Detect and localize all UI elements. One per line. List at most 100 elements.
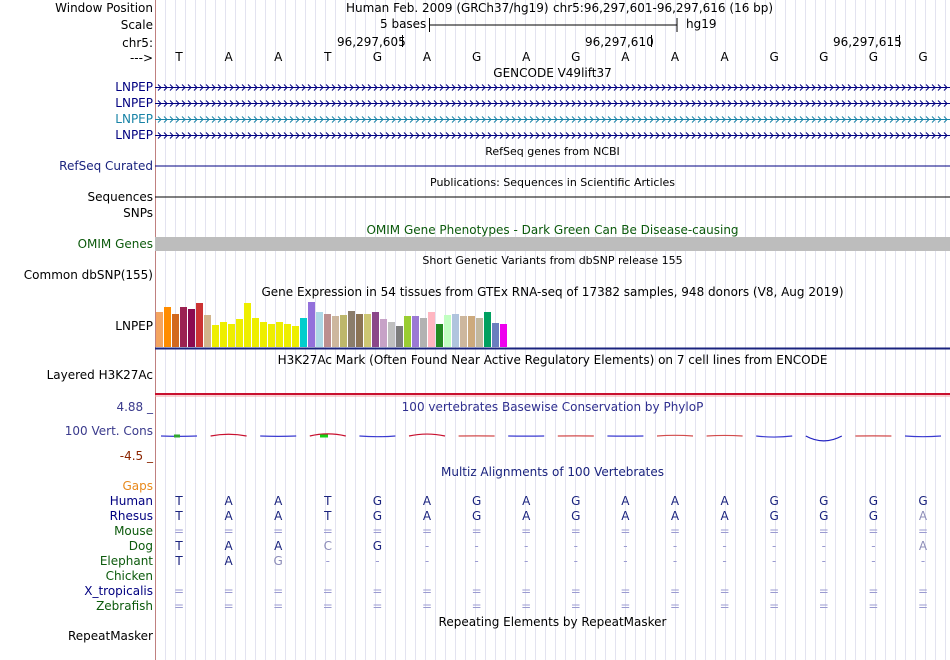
multiz-title[interactable]: Multiz Alignments of 100 Vertebrates [440, 465, 665, 479]
alignment-base: = [471, 599, 482, 613]
refseq-label[interactable]: RefSeq Curated [59, 159, 153, 173]
gtex-tissue-bar [260, 322, 267, 347]
alignment-base: = [372, 599, 383, 613]
alignment-base: G [868, 494, 879, 508]
gtex-tissue-bar [228, 324, 235, 347]
alignment-base: A [274, 494, 283, 508]
species-label[interactable]: X_tropicalis [84, 584, 153, 598]
gtex-tissue-bar [444, 315, 451, 347]
conservation-mark [805, 435, 843, 442]
ref-base: G [372, 50, 383, 64]
gtex-tissue-bar [156, 312, 163, 347]
chrom-label: chr5: [122, 36, 153, 50]
gtex-label[interactable]: LNPEP [115, 319, 153, 333]
alignment-base: G [471, 509, 482, 523]
omim-label[interactable]: OMIM Genes [77, 237, 153, 251]
h3k27ac-title[interactable]: H3K27Ac Mark (Often Found Near Active Re… [277, 353, 828, 367]
gtex-tissue-bar [332, 316, 339, 347]
omim-title[interactable]: OMIM Gene Phenotypes - Dark Green Can Be… [366, 223, 739, 237]
gtex-tissue-bar [484, 312, 491, 347]
ref-base: A [422, 50, 432, 64]
alignment-base: G [471, 494, 482, 508]
conservation-chart[interactable] [155, 425, 950, 447]
gencode-transcript-label[interactable]: LNPEP [115, 128, 153, 142]
gtex-tissue-bar [244, 303, 251, 347]
conservation-green-mark [320, 434, 328, 438]
alignment-base: - [325, 554, 330, 568]
alignment-base: A [918, 509, 928, 523]
position-text: chr5:96,297,601-96,297,616 (16 bp) [553, 1, 774, 15]
alignment-base: = [521, 599, 532, 613]
gencode-title[interactable]: GENCODE V49lift37 [493, 66, 612, 80]
gtex-tissue-bar [380, 319, 387, 347]
species-label[interactable]: Dog [128, 539, 153, 553]
alignment-base: = [769, 584, 780, 598]
species-label[interactable]: Elephant [99, 554, 153, 568]
ref-base: A [670, 50, 680, 64]
species-label[interactable]: Zebrafish [96, 599, 153, 613]
gtex-tissue-bar [436, 324, 443, 347]
omim-feature-bar[interactable] [155, 237, 950, 251]
gencode-transcript-label[interactable]: LNPEP [115, 112, 153, 126]
gaps-label: Gaps [122, 479, 153, 493]
repeatmasker-label[interactable]: RepeatMasker [67, 629, 153, 643]
h3k27ac-label[interactable]: Layered H3K27Ac [46, 368, 153, 382]
gtex-tissue-bar [372, 312, 379, 347]
species-label[interactable]: Chicken [105, 569, 153, 583]
coord-label-2: 96,297,610 [585, 35, 654, 49]
species-label[interactable]: Mouse [114, 524, 153, 538]
gtex-tissue-bar [468, 316, 475, 347]
ref-base: G [868, 50, 879, 64]
gtex-tissue-bar [212, 325, 219, 347]
alignment-base: A [224, 554, 233, 568]
gtex-tissue-bar [340, 315, 347, 347]
alignment-base: - [573, 539, 578, 553]
alignment-base: G [273, 554, 283, 568]
publications-label[interactable]: Sequences [87, 190, 153, 204]
window-position-label: Window Position [55, 1, 153, 15]
gtex-tissue-bar [428, 312, 435, 347]
gencode-transcript-label[interactable]: LNPEP [115, 80, 153, 94]
alignment-base: - [474, 539, 479, 553]
alignment-base: A [522, 509, 531, 523]
gencode-transcript-label[interactable]: LNPEP [115, 96, 153, 110]
alignment-base: G [819, 494, 829, 508]
ref-base: G [571, 50, 581, 64]
alignment-base: = [719, 584, 730, 598]
repeatmasker-title[interactable]: Repeating Elements by RepeatMasker [438, 615, 667, 629]
refseq-title[interactable]: RefSeq genes from NCBI [485, 145, 620, 158]
dbsnp-title[interactable]: Short Genetic Variants from dbSNP releas… [422, 254, 683, 267]
gtex-expression-chart[interactable] [155, 300, 950, 350]
alignment-base: = [917, 524, 929, 538]
conservation-mark [210, 433, 247, 437]
ref-base: A [224, 50, 233, 64]
species-label[interactable]: Human [109, 494, 153, 508]
gtex-tissue-bar [204, 315, 211, 347]
alignment-base: A [621, 509, 630, 523]
snps-label: SNPs [123, 206, 153, 220]
gtex-tissue-bar [268, 324, 275, 347]
species-label[interactable]: Rhesus [109, 509, 153, 523]
alignment-base: - [821, 539, 826, 553]
gtex-tissue-bar [388, 322, 395, 347]
conservation-title[interactable]: 100 vertebrates Basewise Conservation by… [401, 400, 704, 414]
gtex-title[interactable]: Gene Expression in 54 tissues from GTEx … [261, 285, 844, 299]
alignment-base: = [471, 524, 482, 538]
alignment-base: = [521, 584, 532, 598]
gtex-tissue-bar [356, 314, 363, 347]
gtex-tissue-bar [164, 307, 171, 347]
conservation-label[interactable]: 100 Vert. Cons [64, 424, 153, 438]
alignment-base: = [769, 599, 780, 613]
publications-title[interactable]: Publications: Sequences in Scientific Ar… [430, 176, 675, 189]
gtex-tissue-bar [252, 318, 259, 347]
gencode-transcripts[interactable] [155, 80, 950, 144]
alignment-base: A [522, 494, 531, 508]
gtex-tissue-bar [292, 326, 299, 347]
gtex-tissue-bar [316, 312, 323, 347]
alignment-base: - [424, 539, 430, 553]
alignment-base: = [570, 584, 581, 598]
gtex-tissue-bar [500, 324, 507, 347]
alignment-base: = [173, 584, 185, 598]
dbsnp-label[interactable]: Common dbSNP(155) [23, 268, 153, 282]
strand-arrows [157, 100, 948, 107]
